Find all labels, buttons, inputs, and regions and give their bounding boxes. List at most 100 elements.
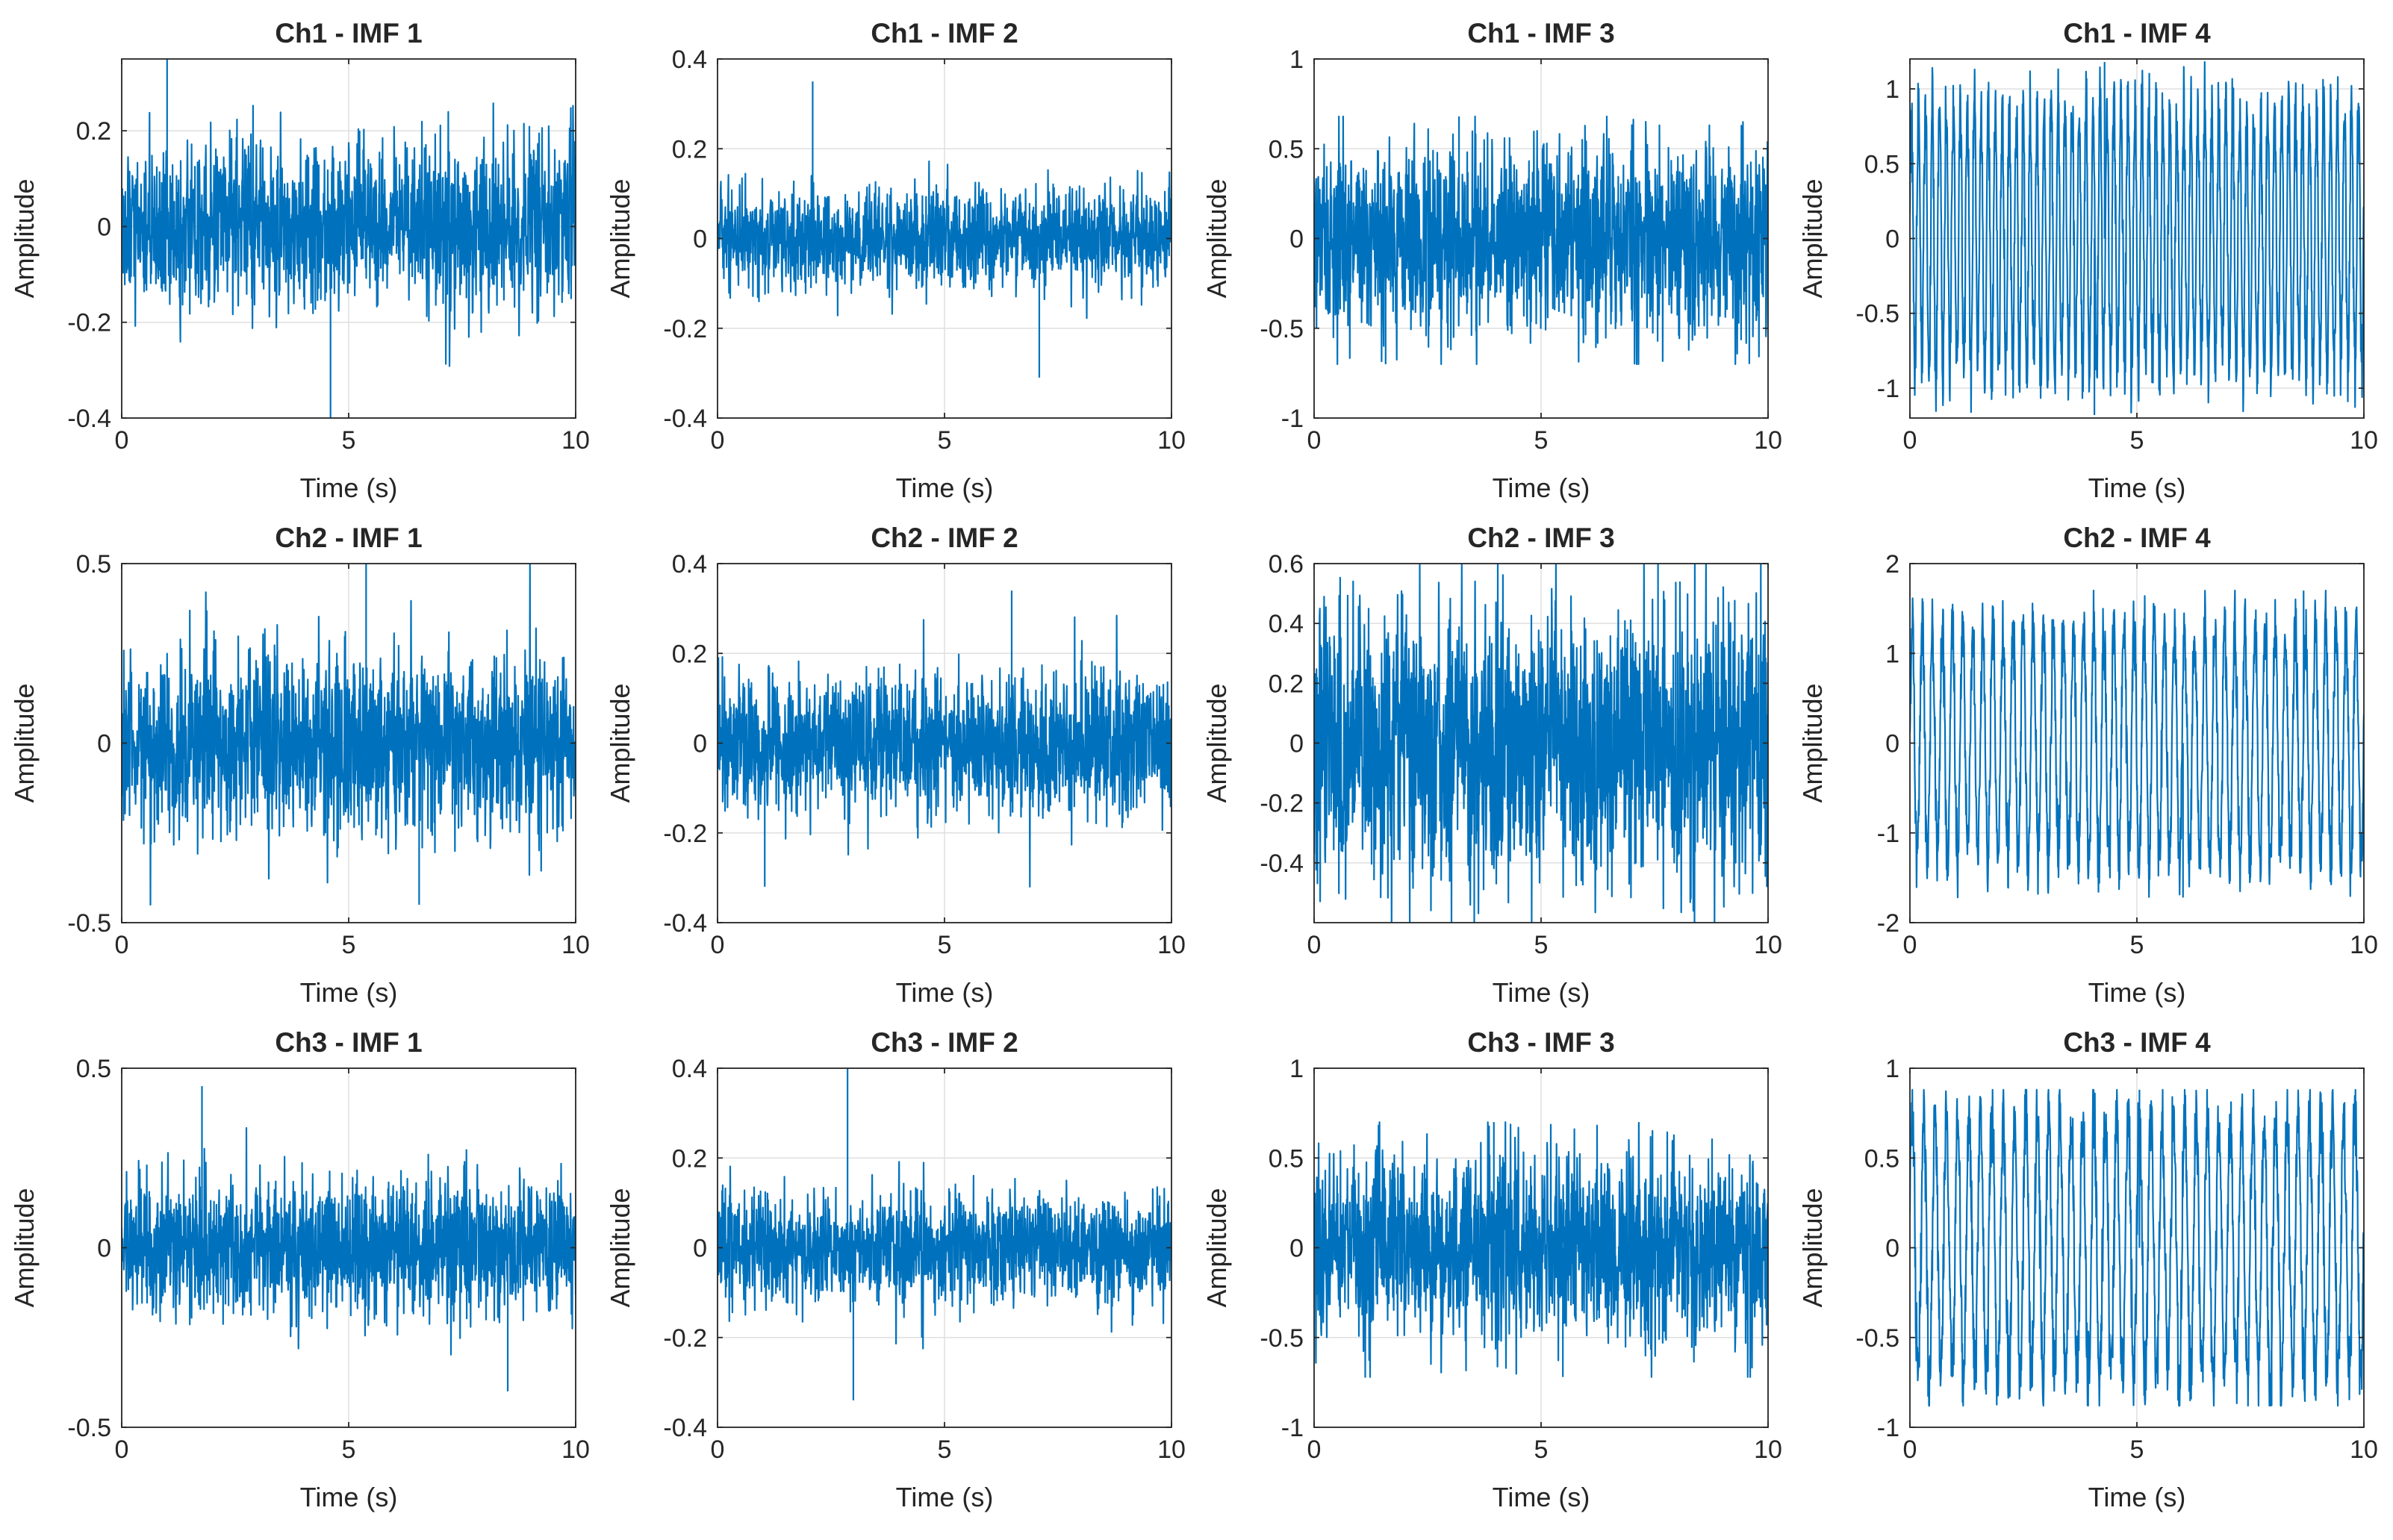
- x-tick-label: 0: [1903, 1435, 1917, 1464]
- x-axis-label: Time (s): [300, 473, 398, 503]
- y-tick-label: -1: [1877, 820, 1899, 848]
- y-tick-label: -1: [1877, 1414, 1899, 1442]
- x-tick-label: 0: [115, 426, 129, 455]
- y-tick-label: 0.5: [76, 1055, 111, 1083]
- x-tick-label: 5: [1534, 426, 1549, 455]
- x-tick-label: 10: [2350, 426, 2378, 455]
- y-tick-label: 0: [1885, 1235, 1899, 1263]
- y-axis-label: Amplitude: [9, 1188, 40, 1307]
- y-tick-label: -0.5: [1855, 1324, 1899, 1353]
- y-tick-label: -0.5: [67, 1414, 111, 1442]
- y-tick-label: -0.4: [663, 1414, 707, 1442]
- subplot-title: Ch3 - IMF 1: [275, 1027, 422, 1058]
- x-tick-label: 0: [711, 931, 725, 959]
- y-tick-label: 0.4: [672, 550, 707, 579]
- y-tick-label: -0.2: [663, 315, 707, 343]
- signal-line: [1314, 115, 1768, 365]
- y-tick-label: 0: [97, 730, 111, 758]
- x-tick-label: 10: [1754, 931, 1782, 959]
- x-tick-label: 5: [342, 931, 356, 959]
- y-axis-label: Amplitude: [9, 683, 40, 802]
- x-tick-label: 5: [1534, 1435, 1549, 1464]
- y-tick-label: 0.2: [672, 135, 707, 163]
- subplot-4: 0 5 10 -1 -0.5 0 0.5 1 Ch1 - IMF 4 Time (s) Amplit…: [1797, 18, 2378, 503]
- x-tick-label: 10: [1157, 931, 1186, 959]
- y-tick-label: -0.2: [1260, 790, 1304, 818]
- x-tick-label: 5: [938, 931, 952, 959]
- subplot-6: 0 5 10 -0.4 -0.2 0 0.2 0.4 Ch2 - IMF 2 Time (s) Am…: [605, 523, 1186, 1008]
- x-tick-label: 0: [1307, 426, 1322, 455]
- subplot-11: 0 5 10 -1 -0.5 0 0.5 1 Ch3 - IMF 3 Time (s) Amplit…: [1201, 1027, 1782, 1512]
- x-tick-label: 10: [1754, 426, 1782, 455]
- x-tick-label: 5: [342, 426, 356, 455]
- y-tick-label: 0.2: [672, 1144, 707, 1173]
- y-tick-label: -0.2: [663, 820, 707, 848]
- y-tick-label: 0.4: [672, 46, 707, 74]
- x-axis-label: Time (s): [1493, 473, 1590, 503]
- subplot-title: Ch1 - IMF 3: [1467, 18, 1614, 49]
- signal-line: [1910, 1088, 2364, 1407]
- signal-line: [122, 564, 576, 906]
- subplot-7: 0 5 10 -0.4 -0.2 0 0.2 0.4 0.6 Ch2 - IMF 3 Time (s…: [1201, 523, 1782, 1008]
- y-tick-label: 0.2: [1269, 670, 1304, 698]
- y-axis-label: Amplitude: [605, 1188, 635, 1307]
- y-axis-label: Amplitude: [1201, 683, 1232, 802]
- x-tick-label: 10: [2350, 1435, 2378, 1464]
- y-tick-label: 0: [693, 730, 707, 758]
- y-tick-label: -0.4: [1260, 850, 1304, 878]
- x-axis-label: Time (s): [1493, 1482, 1590, 1512]
- x-axis-label: Time (s): [2088, 977, 2186, 1008]
- signal-line: [718, 1161, 1171, 1350]
- x-tick-label: 10: [1754, 1435, 1782, 1464]
- y-tick-label: 1: [1289, 1055, 1304, 1083]
- y-tick-label: -0.5: [1855, 300, 1899, 328]
- y-axis-label: Amplitude: [1797, 1188, 1828, 1307]
- subplot-12: 0 5 10 -1 -0.5 0 0.5 1 Ch3 - IMF 4 Time (s) Amplit…: [1797, 1027, 2378, 1512]
- y-axis-label: Amplitude: [9, 178, 40, 298]
- x-tick-label: 10: [1157, 1435, 1186, 1464]
- y-axis-label: Amplitude: [1797, 683, 1828, 802]
- x-tick-label: 5: [2130, 931, 2144, 959]
- y-tick-label: 1: [1885, 640, 1899, 668]
- x-tick-label: 0: [115, 1435, 129, 1464]
- y-tick-label: 0.5: [1864, 1144, 1899, 1173]
- x-tick-label: 5: [2130, 426, 2144, 455]
- subplot-2: 0 5 10 -0.4 -0.2 0 0.2 0.4 Ch1 - IMF 2 Time (s) Am…: [605, 18, 1186, 503]
- subplot-title: Ch3 - IMF 4: [2063, 1027, 2211, 1058]
- x-tick-label: 0: [1903, 426, 1917, 455]
- y-axis-label: Amplitude: [1797, 178, 1828, 298]
- y-tick-label: 0.5: [76, 550, 111, 579]
- x-tick-label: 0: [1307, 931, 1322, 959]
- x-tick-label: 0: [1307, 1435, 1322, 1464]
- x-axis-label: Time (s): [2088, 1482, 2186, 1512]
- x-tick-label: 10: [561, 1435, 590, 1464]
- y-tick-label: 0: [1885, 225, 1899, 254]
- signal-line: [1910, 60, 2364, 414]
- y-tick-label: -0.2: [663, 1324, 707, 1353]
- y-axis-label: Amplitude: [605, 178, 635, 298]
- y-tick-label: -0.2: [67, 309, 111, 337]
- x-axis-label: Time (s): [1493, 977, 1590, 1008]
- subplot-title: Ch3 - IMF 3: [1467, 1027, 1614, 1058]
- y-tick-label: 0: [97, 213, 111, 241]
- y-tick-label: 0.2: [672, 640, 707, 668]
- x-axis-label: Time (s): [896, 1482, 994, 1512]
- y-axis-label: Amplitude: [605, 683, 635, 802]
- y-tick-label: 0: [693, 225, 707, 254]
- subplot-title: Ch2 - IMF 3: [1467, 523, 1614, 553]
- subplot-10: 0 5 10 -0.4 -0.2 0 0.2 0.4 Ch3 - IMF 2 Time (s) Am…: [605, 1027, 1186, 1512]
- x-tick-label: 0: [115, 931, 129, 959]
- y-tick-label: 1: [1885, 75, 1899, 104]
- x-tick-label: 5: [938, 1435, 952, 1464]
- x-axis-label: Time (s): [896, 473, 994, 503]
- x-tick-label: 0: [711, 1435, 725, 1464]
- signal-line: [122, 1126, 576, 1356]
- y-tick-label: 0.5: [1269, 1144, 1304, 1173]
- subplot-title: Ch1 - IMF 4: [2063, 18, 2211, 49]
- y-tick-label: -2: [1877, 909, 1899, 938]
- y-tick-label: -0.5: [67, 909, 111, 938]
- y-tick-label: -1: [1877, 375, 1899, 403]
- x-axis-label: Time (s): [896, 977, 994, 1008]
